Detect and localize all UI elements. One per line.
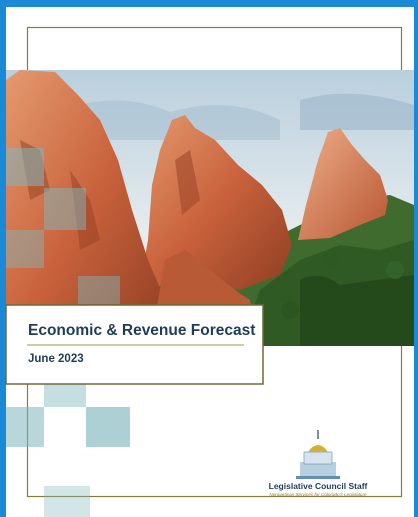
organization-name: Legislative Council Staff [269,481,368,491]
cover-page: Economic & Revenue Forecast June 2023 Le… [0,0,418,517]
report-date: June 2023 [28,353,84,365]
report-title: Economic & Revenue Forecast [28,322,255,339]
organization-tagline: Nonpartisan Services for Colorado's Legi… [269,492,367,497]
